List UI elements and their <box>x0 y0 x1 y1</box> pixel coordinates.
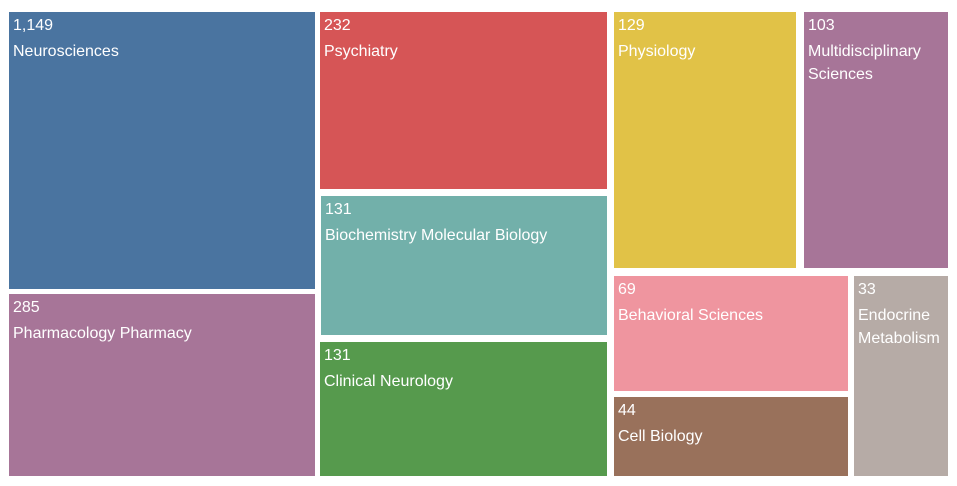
tile-label: Biochemistry Molecular Biology <box>325 227 548 244</box>
tile-label: Psychiatry <box>324 43 398 60</box>
treemap-tile: 285 Pharmacology Pharmacy <box>9 294 315 476</box>
treemap-tile: 129 Physiology <box>614 12 796 268</box>
tile-label: Behavioral Sciences <box>618 307 763 324</box>
tile-label: Multidisciplinary Sciences <box>808 43 921 83</box>
treemap-tile: 33 Endocrine Metabolism <box>854 276 948 476</box>
tile-value: 285 <box>13 299 40 316</box>
tile-label: Neurosciences <box>13 43 119 60</box>
tile-value: 44 <box>618 402 636 419</box>
treemap-tile: 44 Cell Biology <box>614 397 848 476</box>
tile-label: Pharmacology Pharmacy <box>13 325 192 342</box>
tile-value: 1,149 <box>13 17 54 34</box>
tile-value: 232 <box>324 17 351 34</box>
tile-label: Physiology <box>618 43 696 60</box>
treemap-tile: 131 Biochemistry Molecular Biology <box>321 196 607 335</box>
treemap-tile: 1,149 Neurosciences <box>9 12 315 289</box>
tile-value: 103 <box>808 17 835 34</box>
treemap-tile: 232 Psychiatry <box>320 12 607 189</box>
treemap-tile: 103 Multidisciplinary Sciences <box>804 12 948 268</box>
tile-label: Cell Biology <box>618 428 703 445</box>
treemap-tile: 131 Clinical Neurology <box>320 342 607 476</box>
tile-value: 131 <box>324 347 351 364</box>
tile-value: 131 <box>325 201 352 218</box>
treemap-tile: 69 Behavioral Sciences <box>614 276 848 391</box>
tile-label: Endocrine Metabolism <box>858 307 940 347</box>
tile-value: 69 <box>618 281 636 298</box>
tile-label: Clinical Neurology <box>324 373 453 390</box>
tile-value: 129 <box>618 17 645 34</box>
tile-value: 33 <box>858 281 876 298</box>
